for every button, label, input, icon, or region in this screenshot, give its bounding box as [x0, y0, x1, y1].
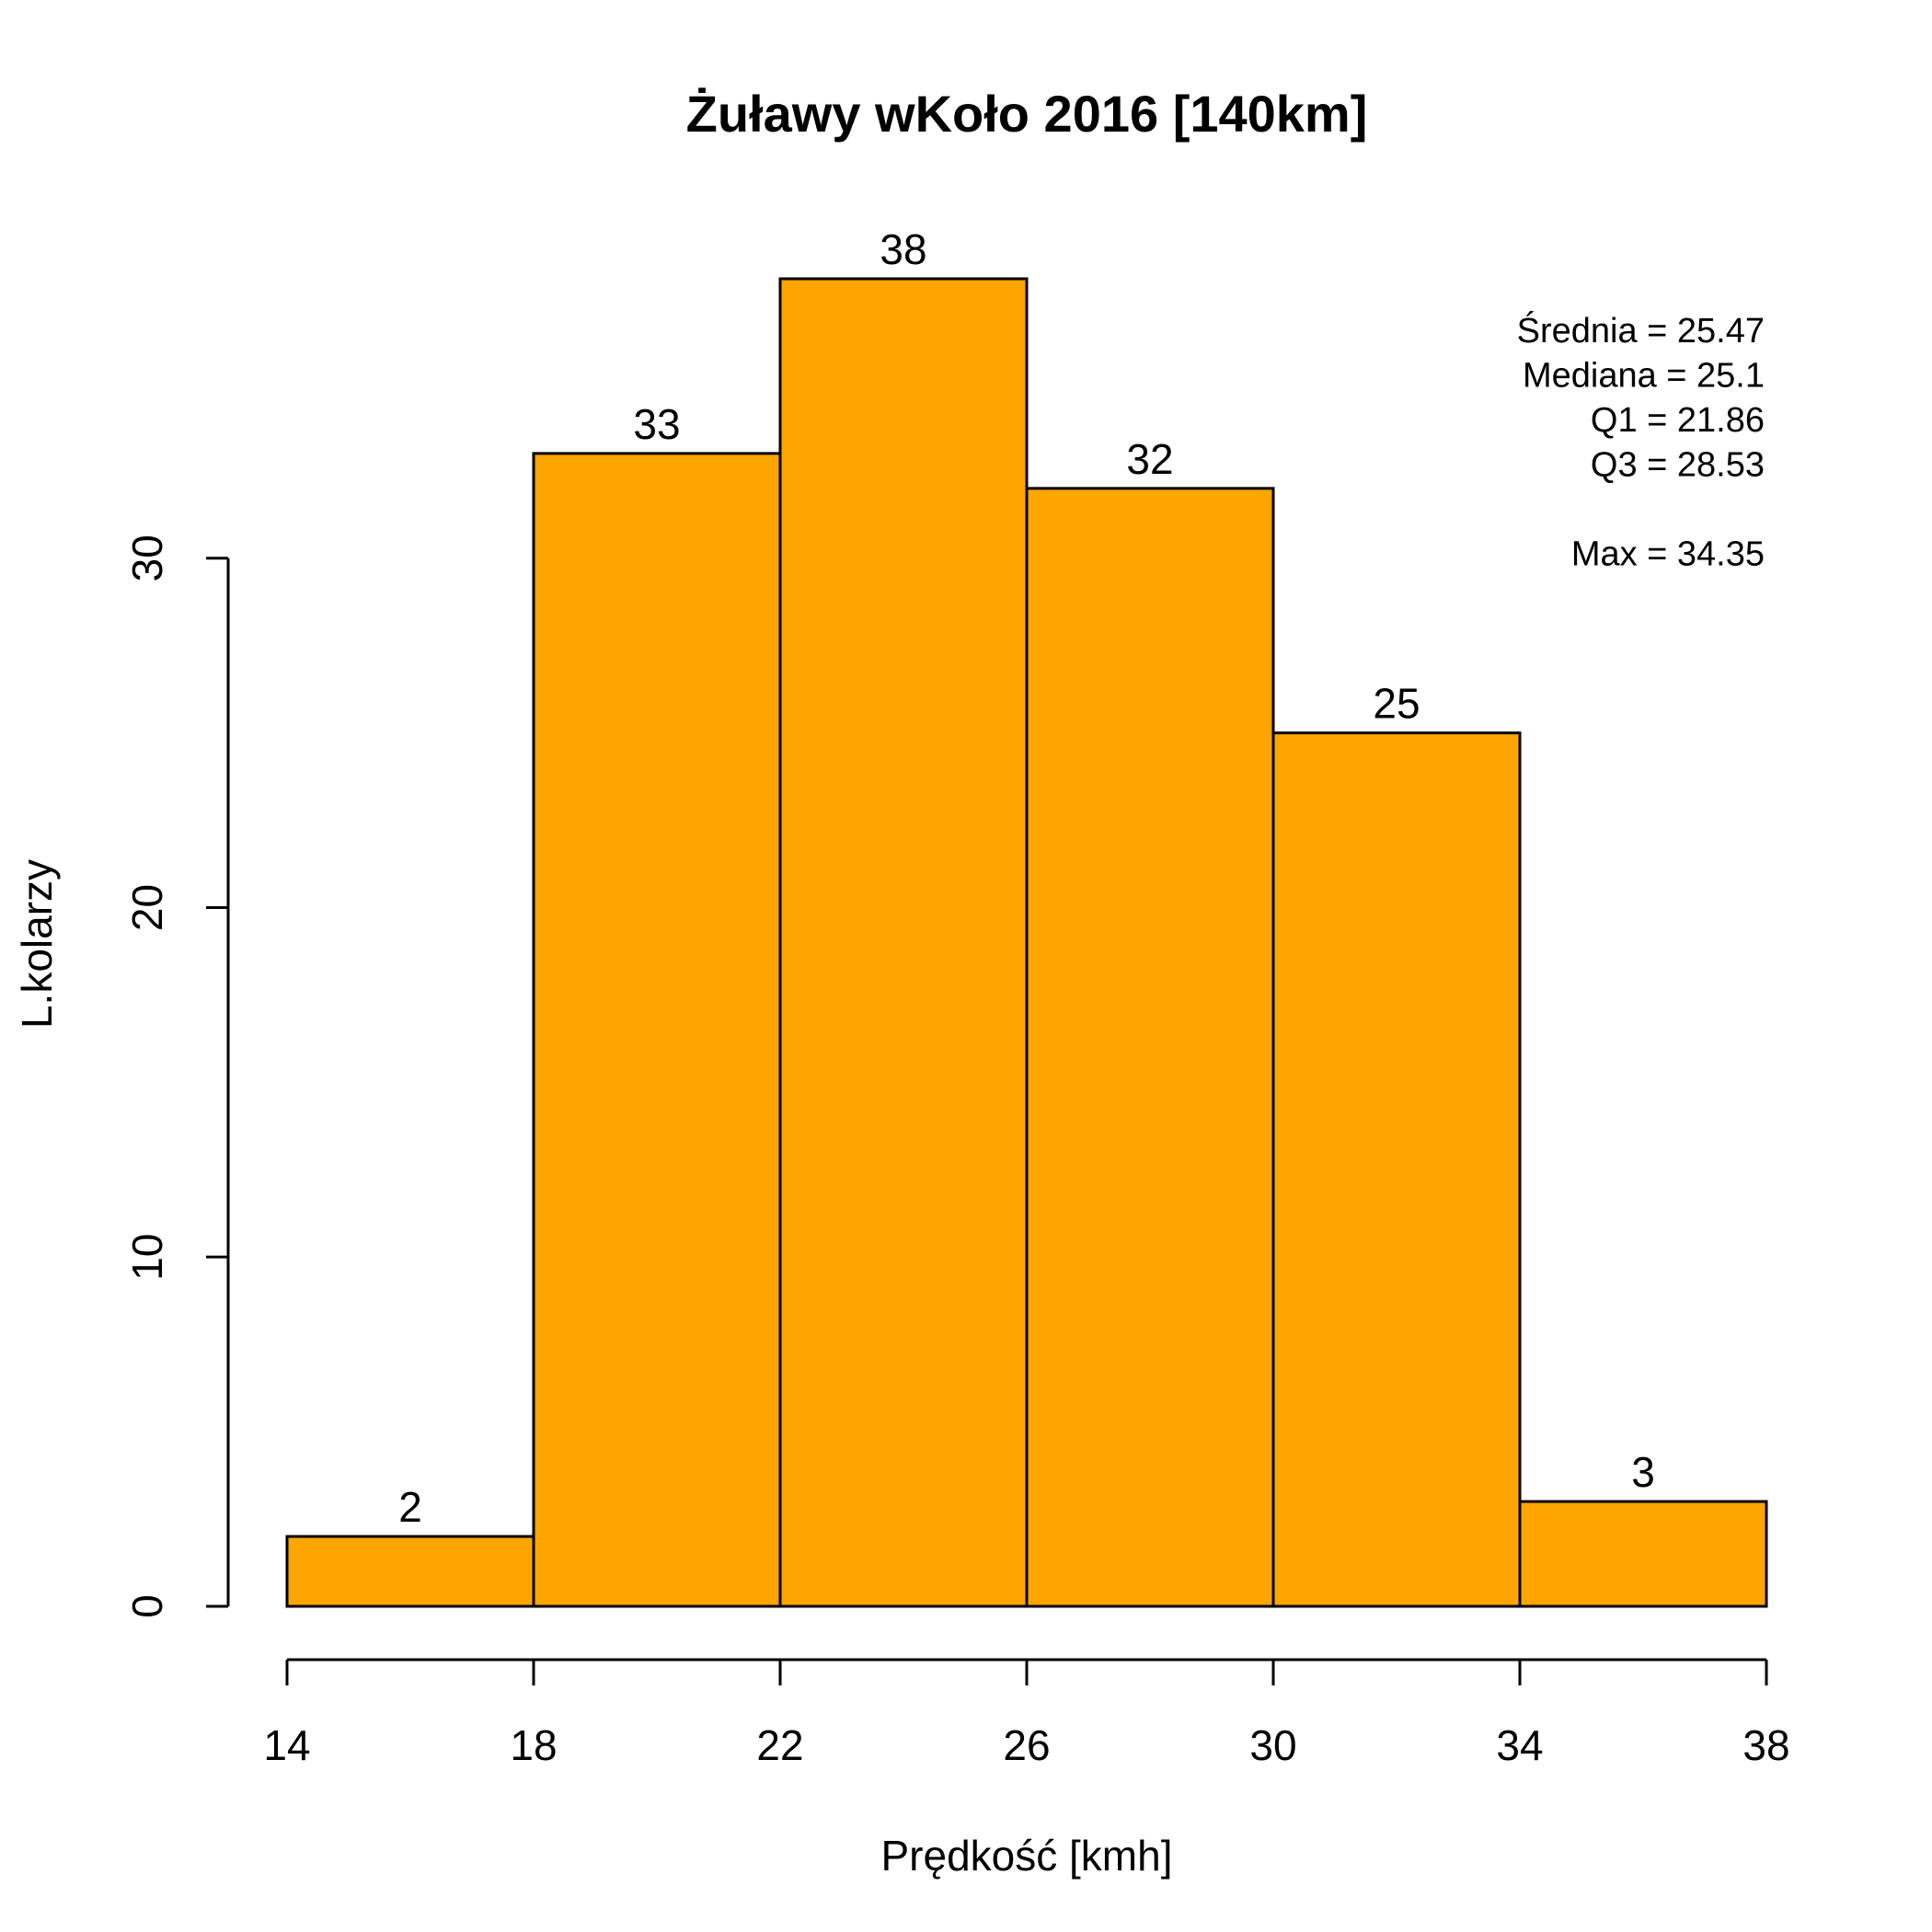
bar-count-label: 32 — [1126, 435, 1173, 483]
stats-annotation: Średnia = 25.47 Mediana = 25.1 Q1 = 21.86 Q… — [1517, 309, 1765, 574]
x-axis-label: Prędkość [kmh] — [881, 1832, 1173, 1880]
stat-line: Q1 = 21.86 — [1591, 401, 1765, 440]
stat-line: Średnia = 25.47 — [1517, 309, 1765, 351]
bar-count-label: 3 — [1631, 1448, 1655, 1496]
x-axis: 14 18 22 26 30 34 38 — [263, 1658, 1790, 1769]
bar-count-label: 38 — [880, 225, 926, 273]
y-tick-label: 10 — [123, 1234, 171, 1281]
histogram-bar — [285, 1535, 535, 1608]
x-tick-label: 26 — [1003, 1721, 1050, 1769]
bar-count-label: 33 — [633, 400, 680, 448]
histogram-bar — [532, 452, 782, 1608]
stat-line: Q3 = 28.53 — [1591, 446, 1765, 485]
y-axis: 0 10 20 30 — [123, 535, 230, 1618]
x-tick-label: 38 — [1742, 1721, 1789, 1769]
histogram-bar — [778, 277, 1029, 1608]
x-tick-label: 34 — [1496, 1721, 1543, 1769]
y-tick-label: 20 — [123, 884, 171, 931]
x-tick-label: 30 — [1249, 1721, 1296, 1769]
bar-count-label: 2 — [398, 1483, 422, 1531]
stat-line: Mediana = 25.1 — [1523, 357, 1765, 396]
bar-count-label: 25 — [1373, 680, 1420, 728]
bars-layer — [285, 277, 1768, 1608]
x-tick-label: 18 — [510, 1721, 557, 1769]
histogram-bar — [1271, 731, 1522, 1608]
histogram-bar — [1025, 487, 1275, 1608]
x-tick-label: 14 — [263, 1721, 310, 1769]
y-axis-label: L.kolarzy — [13, 859, 61, 1029]
y-tick-label: 30 — [123, 535, 171, 581]
x-tick-label: 22 — [756, 1721, 803, 1769]
chart-title: Żuławy wKoło 2016 [140km] — [686, 85, 1368, 143]
bar-labels-layer: 2 33 38 32 25 3 — [398, 225, 1655, 1531]
stat-line: Max = 34.35 — [1571, 535, 1765, 574]
y-tick-label: 0 — [123, 1594, 171, 1618]
histogram-bar — [1518, 1500, 1768, 1608]
